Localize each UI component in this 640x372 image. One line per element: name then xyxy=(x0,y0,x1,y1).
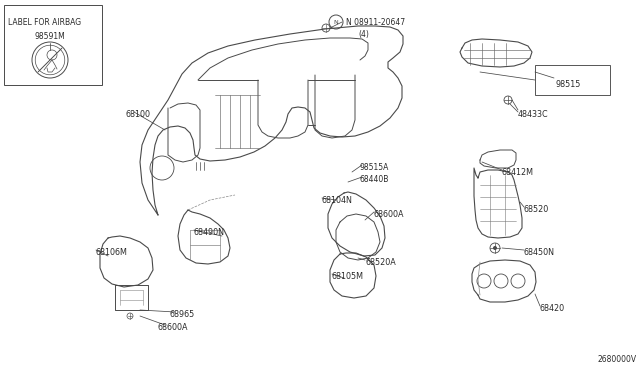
Text: 68440B: 68440B xyxy=(360,175,389,184)
Text: 68600A: 68600A xyxy=(158,323,189,332)
Text: 68106M: 68106M xyxy=(96,248,128,257)
Text: N 08911-20647: N 08911-20647 xyxy=(346,18,405,27)
Text: LABEL FOR AIRBAG: LABEL FOR AIRBAG xyxy=(8,18,81,27)
Text: 68600A: 68600A xyxy=(374,210,404,219)
Text: 68520: 68520 xyxy=(524,205,549,214)
Text: 68105M: 68105M xyxy=(332,272,364,281)
Text: 68450N: 68450N xyxy=(524,248,555,257)
Text: 68100: 68100 xyxy=(126,110,151,119)
Text: 68104N: 68104N xyxy=(322,196,353,205)
Text: 68420: 68420 xyxy=(540,304,565,313)
Text: 68412M: 68412M xyxy=(502,168,534,177)
Text: 98515: 98515 xyxy=(556,80,581,89)
Circle shape xyxy=(493,246,497,250)
Text: 48433C: 48433C xyxy=(518,110,548,119)
Text: 98591M: 98591M xyxy=(35,32,65,41)
Text: 98515A: 98515A xyxy=(360,163,389,172)
Text: 2680000V: 2680000V xyxy=(597,355,636,364)
Text: 68490N: 68490N xyxy=(194,228,225,237)
Text: N: N xyxy=(333,19,339,25)
Text: 68965: 68965 xyxy=(170,310,195,319)
Text: 68520A: 68520A xyxy=(365,258,396,267)
Text: (4): (4) xyxy=(358,30,369,39)
Bar xyxy=(4,5,102,85)
Bar xyxy=(535,65,610,95)
